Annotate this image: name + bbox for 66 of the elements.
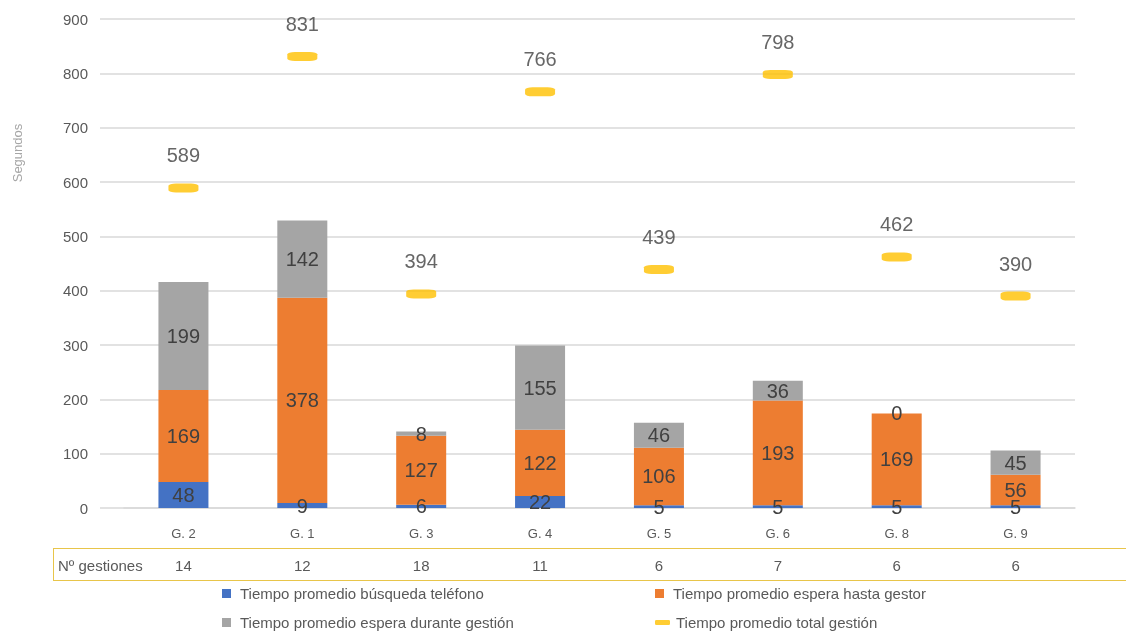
x-tick-label: G. 8 bbox=[884, 526, 909, 541]
data-label: 155 bbox=[523, 376, 557, 399]
data-label: 766 bbox=[523, 48, 557, 71]
text: 6 bbox=[892, 556, 901, 574]
data-label: 106 bbox=[642, 465, 676, 488]
x-tick-label: G. 5 bbox=[646, 526, 672, 541]
y-tick-label: 800 bbox=[62, 64, 88, 82]
data-label: 5 bbox=[653, 495, 665, 518]
x-tick-label: G. 6 bbox=[765, 526, 791, 541]
text: 14 bbox=[175, 556, 192, 574]
legend-label: Tiempo promedio espera hasta gestor bbox=[673, 585, 926, 602]
data-label: 8 bbox=[415, 422, 427, 445]
y-tick-label: 100 bbox=[62, 445, 88, 463]
bar bbox=[515, 345, 566, 430]
text: 18 bbox=[412, 556, 430, 574]
data-label: 48 bbox=[172, 483, 195, 506]
data-label: 142 bbox=[285, 248, 319, 271]
x-tick-label: G. 9 bbox=[1003, 526, 1028, 541]
data-label: 394 bbox=[404, 250, 438, 273]
y-tick-label: 400 bbox=[62, 282, 88, 300]
data-label: 46 bbox=[647, 424, 671, 447]
data-label: 199 bbox=[166, 325, 201, 348]
x-tick-label: G. 1 bbox=[290, 526, 315, 541]
y-axis-title: Segundos bbox=[9, 123, 25, 183]
y-tick-label: 300 bbox=[62, 336, 88, 354]
data-label: 462 bbox=[880, 213, 914, 236]
data-label: 193 bbox=[761, 441, 795, 464]
data-label: 9 bbox=[296, 494, 308, 517]
x-tick-label: G. 2 bbox=[171, 526, 196, 541]
data-label: 169 bbox=[880, 448, 914, 471]
data-label: 5 bbox=[891, 495, 903, 518]
legend-label: Tiempo promedio total gestión bbox=[676, 614, 878, 631]
data-label: 798 bbox=[761, 30, 795, 53]
data-label: 45 bbox=[1004, 451, 1027, 474]
text: 7 bbox=[773, 556, 782, 574]
text: 6 bbox=[1011, 556, 1020, 574]
data-label: 831 bbox=[285, 12, 319, 35]
y-tick-label: 200 bbox=[62, 390, 88, 408]
bar bbox=[277, 220, 328, 298]
y-tick-label: 600 bbox=[62, 173, 88, 191]
data-label: 589 bbox=[166, 144, 201, 167]
bar bbox=[515, 429, 566, 497]
data-label: 5 bbox=[772, 495, 784, 518]
data-label: 390 bbox=[998, 252, 1033, 275]
y-tick-label: 0 bbox=[79, 499, 88, 517]
data-label: 439 bbox=[642, 225, 676, 248]
text: 6 bbox=[654, 556, 664, 574]
data-label: 378 bbox=[285, 389, 319, 412]
bar bbox=[158, 281, 209, 391]
data-label: 36 bbox=[766, 379, 789, 402]
y-tick-label: 700 bbox=[62, 119, 88, 137]
data-label: 122 bbox=[523, 451, 557, 474]
y-tick-label: 500 bbox=[62, 227, 88, 245]
text: 12 bbox=[293, 556, 311, 574]
x-tick-label: G. 3 bbox=[408, 526, 434, 541]
text: 11 bbox=[532, 556, 548, 574]
x-tick-label: G. 4 bbox=[527, 526, 553, 541]
legend-label: Tiempo promedio espera durante gestión bbox=[240, 614, 514, 631]
data-label: 22 bbox=[528, 491, 552, 514]
text: Nº gestiones bbox=[58, 556, 143, 574]
y-tick-label: 900 bbox=[62, 10, 88, 28]
bar bbox=[158, 390, 209, 482]
legend-label: Tiempo promedio búsqueda teléfono bbox=[240, 585, 484, 602]
data-label: 127 bbox=[404, 459, 438, 482]
data-label: 6 bbox=[415, 495, 427, 518]
data-label: 169 bbox=[166, 425, 201, 448]
